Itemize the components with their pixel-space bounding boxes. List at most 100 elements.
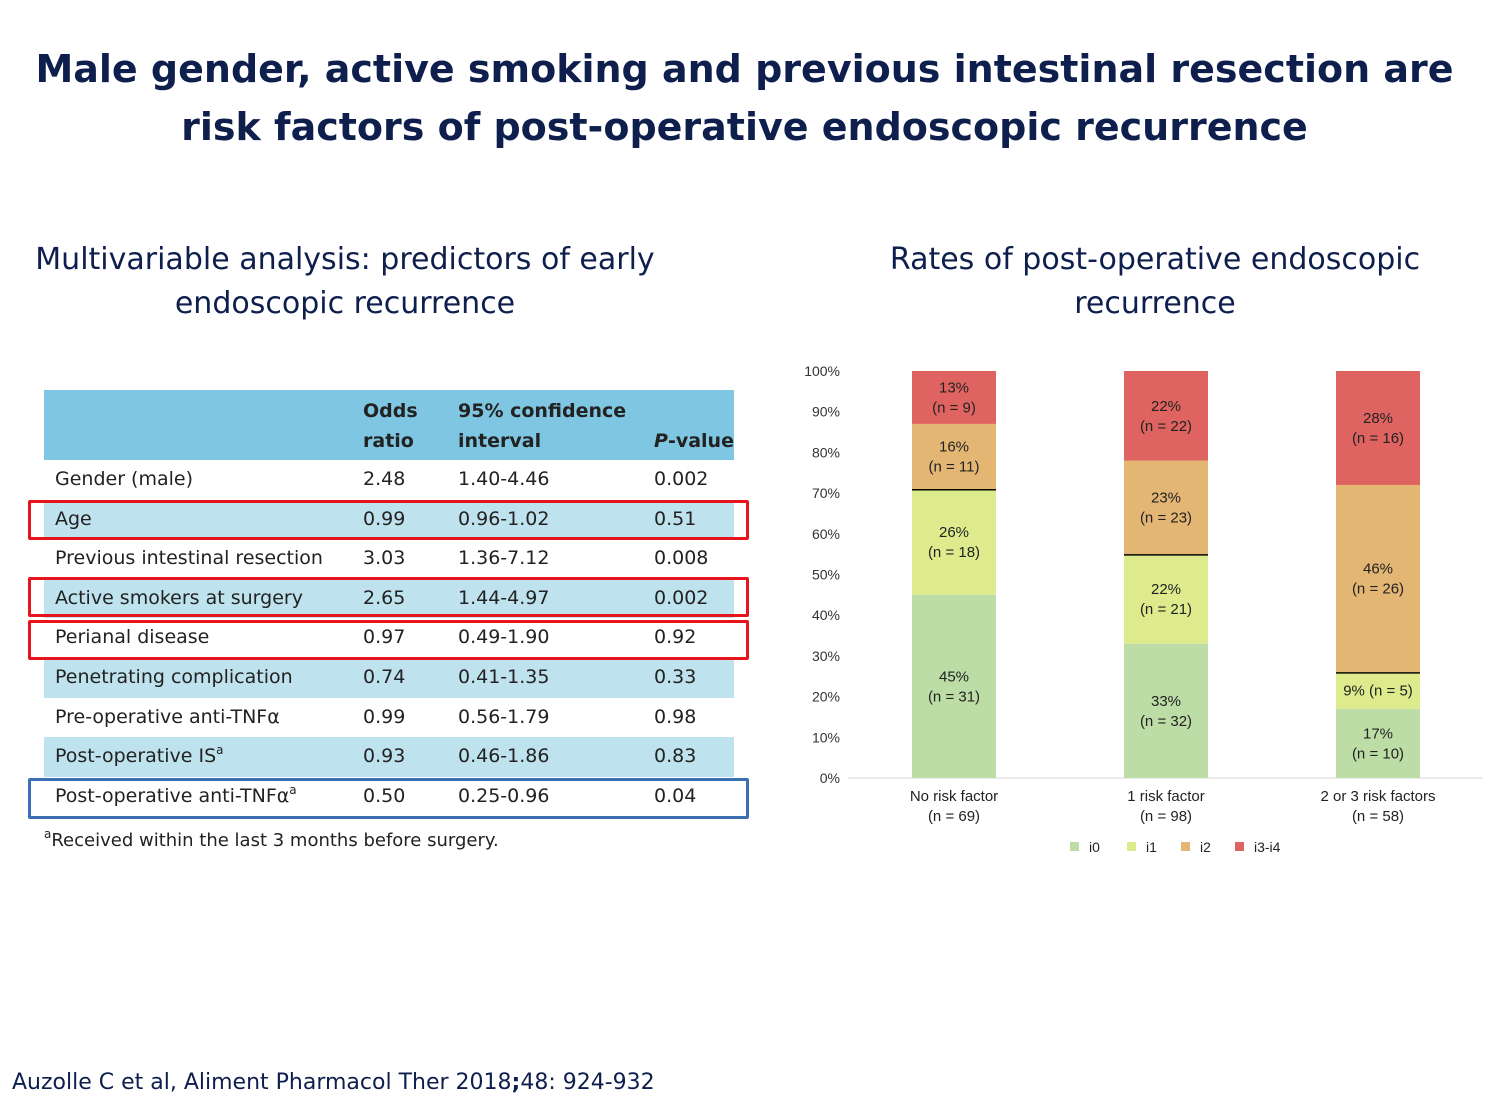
data-label: 46% xyxy=(1363,561,1393,578)
x-tick-label: (n = 58) xyxy=(1352,808,1404,825)
bar-segment-i0 xyxy=(912,594,996,778)
y-tick-label: 100% xyxy=(804,363,840,379)
row-ci: 1.40-4.46 xyxy=(458,468,550,490)
footnote-sup: a xyxy=(44,827,52,841)
y-tick-label: 10% xyxy=(812,729,840,745)
row-p-value: 0.008 xyxy=(654,547,709,570)
header-confidence-interval: 95% confidence interval xyxy=(458,396,626,456)
row-label-text: Perianal disease xyxy=(55,626,210,649)
row-label-text: Penetrating complication xyxy=(55,665,293,688)
row-label-text: Post-operative anti-TNFα xyxy=(55,784,290,807)
data-label: (n = 32) xyxy=(1140,713,1192,730)
citation-text: Auzolle C et al, Aliment Pharmacol Ther … xyxy=(12,1070,512,1095)
header-p-value: P-value xyxy=(654,426,734,456)
multivariable-table: Odds ratio 95% confidence interval P-val… xyxy=(44,390,734,816)
y-tick-label: 50% xyxy=(812,567,840,583)
table-subtitle-line1: Multivariable analysis: predictors of ea… xyxy=(35,242,655,277)
y-tick-label: 0% xyxy=(820,770,840,786)
row-label: Penetrating complication xyxy=(55,658,293,698)
data-label: (n = 18) xyxy=(928,544,980,561)
row-p-value: 0.002 xyxy=(654,586,709,609)
highlight-box-age xyxy=(28,500,749,540)
row-odds-ratio: 0.99 xyxy=(363,705,406,728)
row-label-text: Post-operative IS xyxy=(55,745,217,768)
citation: Auzolle C et al, Aliment Pharmacol Ther … xyxy=(12,1070,655,1095)
chart-subtitle-line2: recurrence xyxy=(1074,286,1236,321)
row-label: Gender (male) xyxy=(55,460,193,500)
row-ci: 0.56-1.79 xyxy=(458,705,550,728)
data-label: 9% (n = 5) xyxy=(1343,682,1413,699)
citation-separator: ; xyxy=(511,1070,521,1095)
x-tick-label: No risk factor xyxy=(910,788,998,805)
row-odds-ratio: 0.50 xyxy=(363,784,406,807)
row-p-value: 0.92 xyxy=(654,626,697,649)
row-label: Age xyxy=(55,500,92,540)
row-ci: 0.46-1.86 xyxy=(458,745,550,768)
highlight-box-post-op-anti-tnf xyxy=(28,778,749,819)
row-label-text: Pre-operative anti-TNFα xyxy=(55,705,280,728)
bar-segment-i3-i4 xyxy=(1124,371,1208,461)
legend-swatch-i0 xyxy=(1070,842,1079,851)
bar-segment-i2 xyxy=(1336,484,1420,673)
row-odds-ratio: 0.97 xyxy=(363,626,406,649)
data-label: (n = 23) xyxy=(1140,509,1192,526)
bar-segment-i0 xyxy=(1124,643,1208,778)
table-row: Perianal disease 0.97 0.49-1.90 0.92 xyxy=(44,618,734,658)
row-p-value: 0.002 xyxy=(654,468,709,490)
bar-segment-i2 xyxy=(1124,460,1208,555)
data-label: 13% xyxy=(939,379,969,396)
row-label: Active smokers at surgery xyxy=(55,579,303,619)
y-tick-label: 80% xyxy=(812,444,840,460)
data-label: 26% xyxy=(939,524,969,541)
row-p-value: 0.51 xyxy=(654,507,697,530)
data-label: (n = 16) xyxy=(1352,430,1404,447)
data-label: 17% xyxy=(1363,725,1393,742)
chart-subtitle-line1: Rates of post-operative endoscopic xyxy=(889,242,1421,277)
data-label: (n = 10) xyxy=(1352,745,1404,762)
y-tick-label: 20% xyxy=(812,689,840,705)
data-label: 22% xyxy=(1151,398,1181,415)
table-header: Odds ratio 95% confidence interval P-val… xyxy=(44,390,734,460)
row-odds-ratio: 0.99 xyxy=(363,507,406,530)
data-label: (n = 21) xyxy=(1140,601,1192,618)
row-odds-ratio: 3.03 xyxy=(363,547,406,570)
table-row: Gender (male) 2.48 1.40-4.46 0.002 xyxy=(44,460,734,500)
highlight-box-active-smokers xyxy=(28,577,749,617)
y-tick-label: 30% xyxy=(812,648,840,664)
row-label-sup: a xyxy=(216,743,224,758)
header-p-rest: -value xyxy=(667,430,734,452)
legend-label: i3-i4 xyxy=(1254,839,1281,855)
legend-label: i2 xyxy=(1200,839,1211,855)
row-label: Post-operative ISa xyxy=(55,737,224,777)
row-label: Previous intestinal resection xyxy=(55,539,323,579)
y-tick-label: 90% xyxy=(812,404,840,420)
bar-segment-i1 xyxy=(912,489,996,595)
row-label-text: Gender (male) xyxy=(55,468,194,490)
data-label: 33% xyxy=(1151,693,1181,710)
y-tick-label: 60% xyxy=(812,526,840,542)
header-odds-line2: ratio xyxy=(363,430,414,452)
row-label: Post-operative anti-TNFαa xyxy=(55,777,297,817)
data-label: 22% xyxy=(1151,581,1181,598)
header-ci-line1: 95% confidence xyxy=(458,400,627,422)
data-label: (n = 26) xyxy=(1352,581,1404,598)
table-subtitle: Multivariable analysis: predictors of ea… xyxy=(0,238,690,326)
table-row: Previous intestinal resection 3.03 1.36-7.… xyxy=(44,539,734,579)
table-row: Post-operative anti-TNFαa 0.50 0.25-0.96 0.… xyxy=(44,777,734,817)
row-label-text: Previous intestinal resection xyxy=(55,547,323,570)
row-p-value: 0.98 xyxy=(654,705,697,728)
y-tick-label: 70% xyxy=(812,485,840,501)
row-label: Pre-operative anti-TNFα xyxy=(55,698,280,738)
row-label-sup: a xyxy=(289,782,297,797)
header-ci-line2: interval xyxy=(458,430,542,452)
x-tick-label: (n = 98) xyxy=(1140,808,1192,825)
table-row: Penetrating complication 0.74 0.41-1.35 0.3… xyxy=(44,657,734,698)
row-ci: 0.96-1.02 xyxy=(458,507,550,530)
data-label: 23% xyxy=(1151,489,1181,506)
row-label: Perianal disease xyxy=(55,618,209,658)
legend-swatch-i3-i4 xyxy=(1235,842,1244,851)
legend-swatch-i1 xyxy=(1127,842,1136,851)
header-p-italic: P xyxy=(654,430,668,452)
citation-volume: 48: 924-932 xyxy=(520,1070,655,1095)
